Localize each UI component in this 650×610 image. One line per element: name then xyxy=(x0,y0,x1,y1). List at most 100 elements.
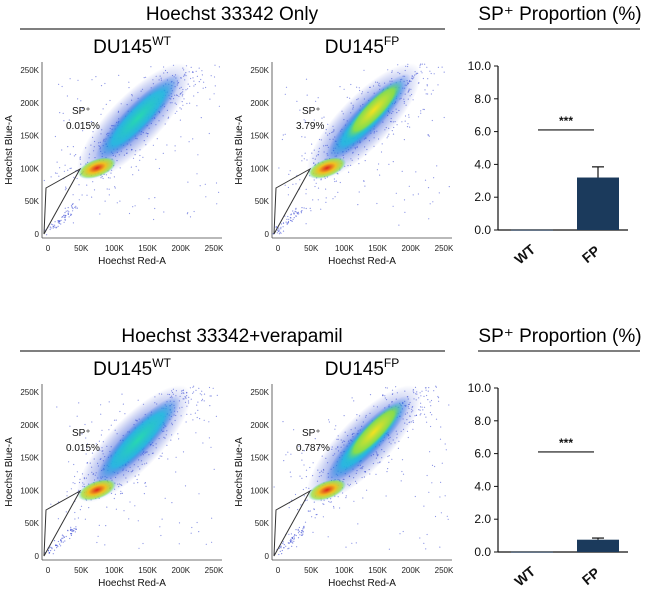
event-dot xyxy=(137,482,139,484)
event-dot xyxy=(197,401,199,403)
event-dot xyxy=(97,535,99,538)
event-dot xyxy=(345,497,347,499)
event-dot xyxy=(198,387,200,389)
event-dot xyxy=(303,527,305,529)
event-dot xyxy=(438,192,440,194)
event-dot xyxy=(158,167,160,170)
event-dot xyxy=(301,207,303,209)
y-tick-label: 0 xyxy=(265,552,270,561)
event-dot xyxy=(155,158,157,160)
event-dot xyxy=(287,215,289,218)
x-tick-label: 0 xyxy=(276,566,281,575)
event-dot xyxy=(289,219,292,221)
cell-line-label: DU145FP xyxy=(325,34,400,58)
event-dot xyxy=(300,212,302,214)
x-tick-label: 100K xyxy=(335,244,354,253)
event-dot xyxy=(439,496,441,498)
event-dot xyxy=(425,389,427,391)
event-dot xyxy=(333,178,335,180)
event-dot xyxy=(67,529,69,531)
event-dot xyxy=(362,497,364,499)
event-dot xyxy=(425,548,427,550)
event-dot xyxy=(420,112,422,114)
density-peak xyxy=(307,157,347,179)
event-dot xyxy=(345,546,347,548)
event-dot xyxy=(289,539,291,542)
event-dot xyxy=(100,434,102,436)
event-dot xyxy=(422,409,424,411)
event-dot xyxy=(280,226,282,228)
event-dot xyxy=(60,545,62,547)
event-dot xyxy=(138,169,140,171)
event-dot xyxy=(443,71,445,73)
event-dot xyxy=(343,88,345,90)
event-dot xyxy=(293,540,295,542)
event-dot xyxy=(444,495,446,497)
event-dot xyxy=(409,126,411,128)
event-dot xyxy=(295,211,297,213)
event-dot xyxy=(433,177,435,179)
density-mid xyxy=(95,73,181,163)
event-dot xyxy=(67,169,69,171)
event-dot xyxy=(297,213,299,215)
x-tick-label: 100K xyxy=(335,566,354,575)
event-dot xyxy=(293,213,295,215)
event-dot xyxy=(424,179,427,181)
event-dot xyxy=(66,491,68,493)
event-dot xyxy=(355,542,357,544)
event-dot xyxy=(288,542,290,544)
event-dot xyxy=(143,77,145,79)
event-dot xyxy=(391,130,393,132)
event-dot xyxy=(196,416,198,419)
event-dot xyxy=(419,406,422,408)
x-tick-label: 0 xyxy=(46,244,51,253)
event-dot xyxy=(102,108,104,110)
event-dot xyxy=(309,466,311,469)
event-dot xyxy=(193,385,195,387)
event-dot xyxy=(63,214,65,216)
event-dot xyxy=(61,534,64,536)
event-dot xyxy=(290,220,292,222)
event-dot xyxy=(425,416,427,418)
y-tick-label: 150K xyxy=(250,454,269,463)
bar-y-tick-label: 10.0 xyxy=(468,381,492,395)
x-tick-label: 0 xyxy=(276,244,281,253)
event-dot xyxy=(104,82,106,85)
event-dot xyxy=(306,94,308,96)
event-dot xyxy=(431,119,433,122)
event-dot xyxy=(305,223,307,225)
y-tick-label: 0 xyxy=(265,230,270,239)
event-dot xyxy=(54,135,57,138)
y-tick-label: 250K xyxy=(250,388,269,397)
event-dot xyxy=(339,507,341,509)
event-dot xyxy=(203,419,205,421)
event-dot xyxy=(119,410,121,413)
event-dot xyxy=(412,428,414,430)
event-dot xyxy=(88,507,90,509)
event-dot xyxy=(67,207,69,209)
event-dot xyxy=(285,454,287,456)
event-dot xyxy=(144,482,146,484)
event-dot xyxy=(337,191,339,193)
event-dot xyxy=(161,455,163,457)
event-dot xyxy=(186,102,188,105)
event-dot xyxy=(84,423,86,426)
event-dot xyxy=(426,84,428,86)
event-dot xyxy=(198,531,200,533)
event-dot xyxy=(175,471,177,473)
event-dot xyxy=(49,226,51,228)
event-dot xyxy=(447,518,449,520)
event-dot xyxy=(156,138,158,140)
event-dot xyxy=(192,419,194,421)
event-dot xyxy=(74,518,76,520)
x-tick-label: 250K xyxy=(435,566,454,575)
x-tick-label: 200K xyxy=(171,244,190,253)
y-tick-label: 50K xyxy=(25,197,40,206)
event-dot xyxy=(303,207,305,209)
event-dot xyxy=(154,207,156,210)
x-tick-label: 150K xyxy=(138,566,157,575)
event-dot xyxy=(288,218,290,220)
event-dot xyxy=(294,493,297,496)
sp-gate xyxy=(273,489,312,557)
bar-y-tick-label: 6.0 xyxy=(474,447,491,461)
